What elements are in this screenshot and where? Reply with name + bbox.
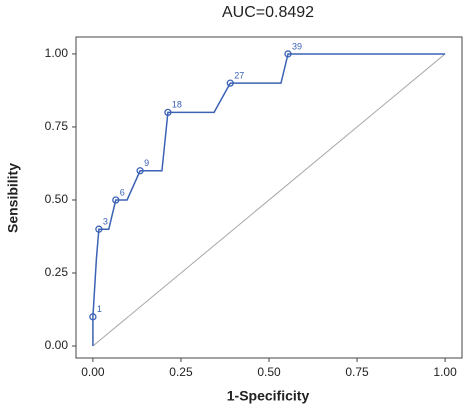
point-label: 1 (97, 304, 102, 314)
y-tick-label: 0.50 (45, 192, 69, 206)
chart-title: AUC=0.8492 (222, 4, 314, 21)
point-marker (136, 167, 144, 175)
x-tick-label: 0.25 (169, 365, 193, 379)
x-tick-label: 0.75 (345, 365, 369, 379)
reference-line (92, 53, 446, 347)
point-label: 39 (292, 41, 302, 51)
y-tick-label: 0.75 (45, 119, 69, 133)
y-tick-label: 0.00 (45, 338, 69, 352)
point-label: 3 (103, 217, 108, 227)
y-axis-title: Sensibility (5, 163, 21, 233)
x-tick-label: 0.00 (81, 365, 105, 379)
point-label: 27 (234, 71, 244, 81)
point-marker (112, 196, 120, 204)
point-label: 6 (120, 187, 125, 197)
point-marker (164, 108, 172, 117)
x-tick-label: 1.00 (433, 365, 457, 379)
point-label: 9 (144, 158, 149, 168)
roc-curve (92, 53, 446, 347)
x-axis-title: 1-Specificity (227, 388, 310, 404)
x-tick-label: 0.50 (257, 365, 281, 379)
point-marker (226, 79, 234, 87)
y-tick-label: 0.25 (45, 265, 69, 279)
point-marker (89, 313, 97, 321)
point-marker (95, 225, 103, 233)
point-label: 18 (172, 100, 182, 110)
y-tick-label: 1.00 (45, 46, 69, 60)
plot-frame (75, 36, 463, 359)
point-marker (284, 50, 292, 58)
